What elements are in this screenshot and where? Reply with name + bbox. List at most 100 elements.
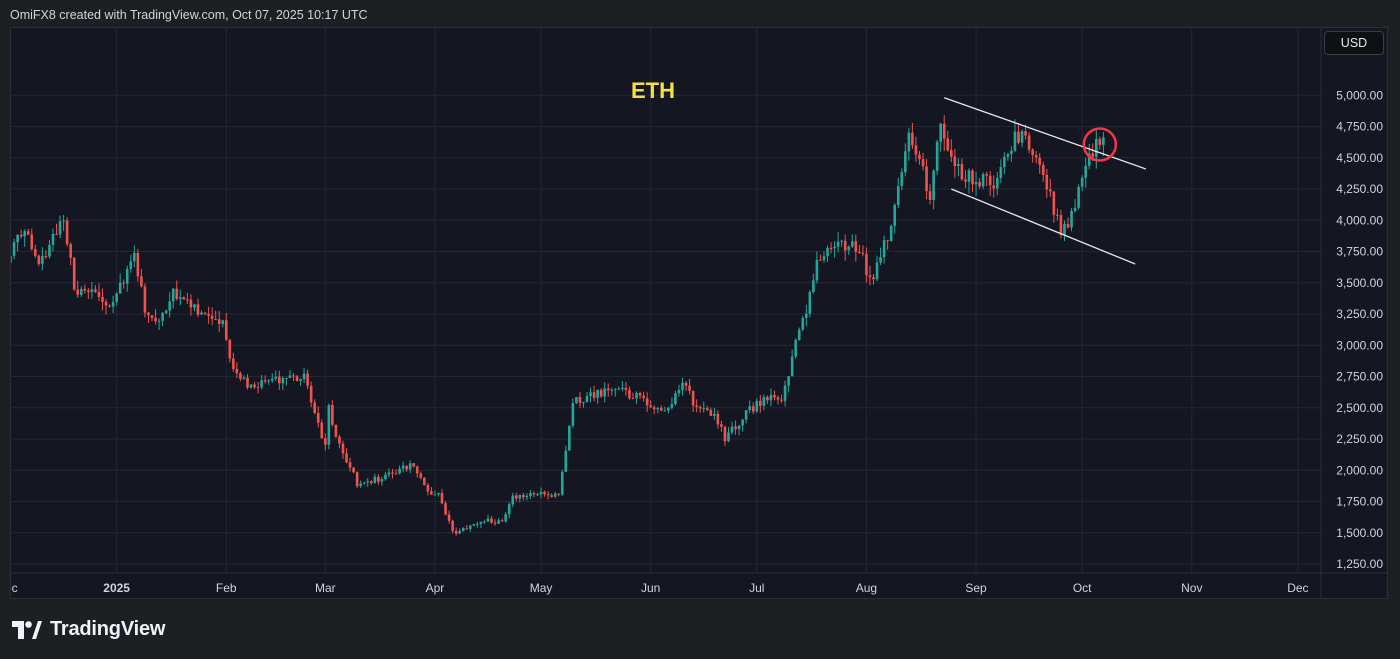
candle-body [331,404,334,425]
candle-body [235,369,239,374]
candle [97,283,101,302]
candle [288,370,292,379]
candle [11,254,12,273]
candle [69,242,72,266]
candle [645,392,649,412]
candle-body [249,384,253,388]
candle-body [239,373,242,379]
candle-body [610,389,614,391]
price-tick-label: 2,500.00 [1336,401,1383,415]
candle [748,400,752,414]
candle-body [44,256,48,258]
currency-button[interactable]: USD [1324,31,1384,55]
candle [200,310,203,316]
candle-body [939,123,942,142]
candle [971,168,974,193]
candle [437,492,440,497]
candle-body [461,528,465,532]
candle [550,493,553,498]
candle-body [992,185,996,189]
candle [168,292,171,318]
candle [836,232,840,253]
candle-body [967,170,971,182]
price-chart[interactable]: 1,250.00 1,500.00 1,750.00 2,000.00 2,250.00… [10,27,1388,599]
candle [904,143,907,177]
candle-body [1063,224,1066,235]
candle [440,489,444,505]
candle [553,491,557,499]
price-tick-label: 4,000.00 [1336,213,1383,227]
candle-body [302,373,306,380]
candle-body [596,389,599,398]
candle [914,136,918,162]
candle-body [1006,154,1010,157]
candle-body [62,220,65,222]
candle [964,170,967,188]
candle [1006,152,1010,161]
candle [557,493,561,497]
candle [486,514,490,523]
candle [405,465,408,472]
candle [950,139,953,163]
candle [380,476,384,486]
tradingview-logo[interactable]: TradingView [12,618,165,641]
candle [514,492,518,502]
candle [94,285,97,293]
candle [713,407,716,421]
candle-body [232,358,235,370]
candle-body [787,376,790,386]
candle-body [744,410,748,420]
candle [886,239,889,250]
candle-body [161,313,164,321]
candle [575,396,578,405]
candle-body [1056,214,1059,216]
candle [157,318,161,331]
candlestick-chart-svg[interactable]: 1,250.00 1,500.00 1,750.00 2,000.00 2,250.00… [11,28,1388,599]
candle-body [221,320,225,325]
candle-body [87,290,90,293]
candle-body [295,376,299,381]
candle-body [957,163,960,166]
candle-body [1045,174,1049,190]
candle-body [214,318,217,320]
candle [642,391,645,402]
candle-body [875,262,879,280]
candle-body [631,398,635,400]
candle [603,382,607,403]
candle-body [48,244,51,257]
candle [709,407,713,417]
candle [822,251,826,263]
candle-body [108,305,111,307]
candle-body [507,504,511,515]
candle [974,171,978,196]
candle [51,228,55,252]
candle [196,298,200,318]
candle [826,245,829,263]
candle [242,375,246,380]
candle [408,460,412,473]
candle-body [942,123,946,139]
candle [26,228,30,236]
time-tick-label: Aug [856,581,877,595]
candle [723,425,727,446]
candle-body [893,204,897,226]
candle [281,375,285,391]
candle-body [568,425,571,451]
candle-body [398,468,401,474]
candle-body [58,221,62,235]
breakout-highlight-circle [1082,127,1118,162]
candle [727,427,730,443]
candle [1049,178,1052,197]
candle [529,489,532,499]
candle [479,521,483,529]
candle [790,349,794,377]
candle [401,461,405,473]
candle [546,491,550,500]
candle [631,392,635,400]
candle-body [405,465,408,470]
candle-body [628,389,631,399]
candle-body [352,467,355,473]
candle [391,468,394,479]
price-tick-label: 4,250.00 [1336,182,1383,196]
candle [568,425,571,451]
